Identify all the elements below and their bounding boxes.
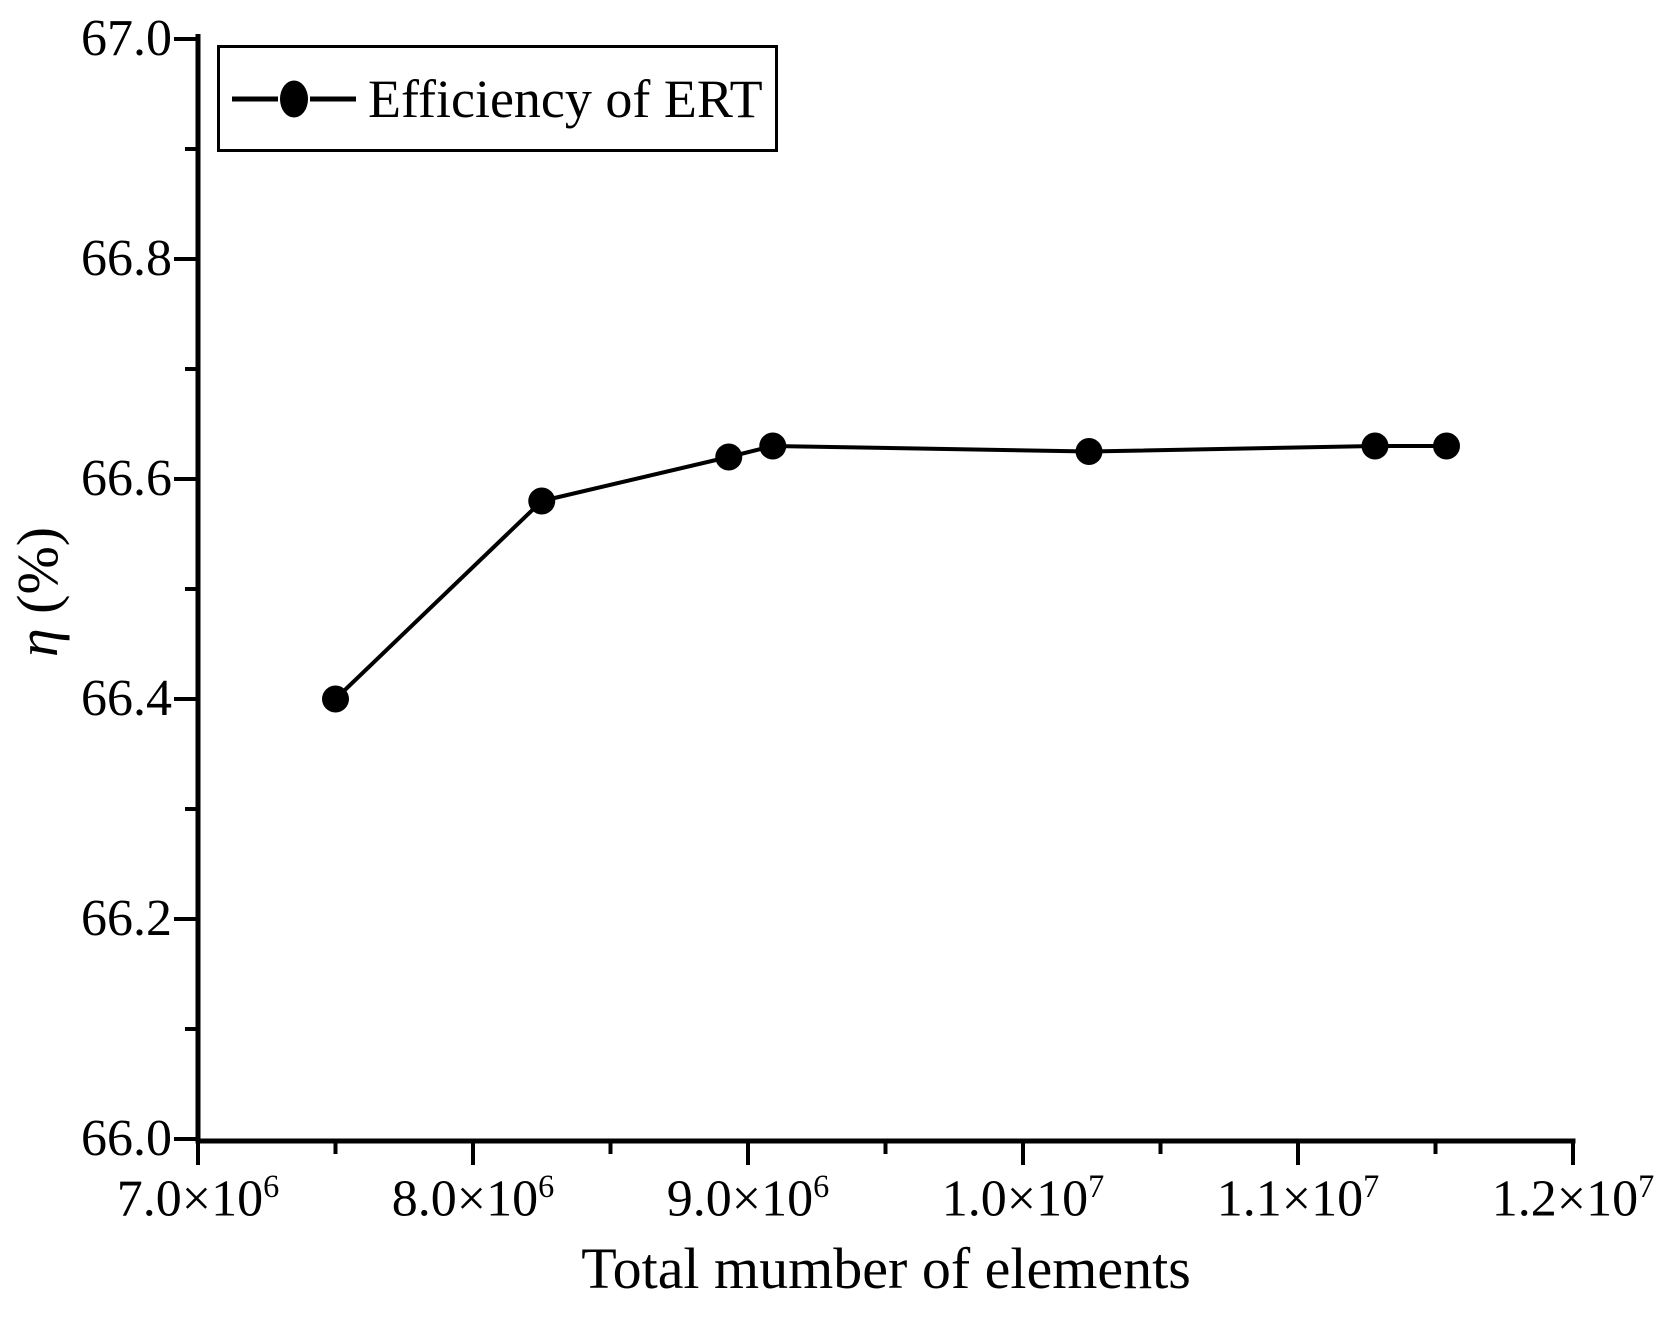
- data-point: [1075, 438, 1103, 465]
- data-point: [715, 443, 743, 471]
- data-point: [1433, 432, 1460, 460]
- y-tick-label: 66.2: [81, 890, 172, 947]
- data-point: [1361, 432, 1389, 460]
- legend-marker-icon: [232, 80, 356, 117]
- data-series-line: [334, 443, 1447, 701]
- y-axis-units: (%): [5, 526, 70, 614]
- legend-box: Efficiency of ERT: [217, 45, 778, 152]
- y-tick-label: 66.6: [81, 450, 172, 507]
- y-tick-label: 66.4: [81, 670, 172, 727]
- data-point: [759, 432, 787, 460]
- x-tick-label: 1.2×107: [1491, 1168, 1655, 1228]
- y-tick-label: 66.8: [81, 230, 172, 287]
- x-axis-title: Total mumber of elements: [581, 1236, 1191, 1301]
- y-tick-label: 66.0: [81, 1110, 172, 1167]
- y-tick-label: 67.0: [81, 10, 172, 67]
- x-tick-label: 7.0×106: [116, 1168, 280, 1228]
- y-axis-title: η (%): [5, 527, 70, 657]
- x-tick-label: 8.0×106: [391, 1168, 555, 1228]
- y-axis-symbol: η: [5, 628, 70, 658]
- legend-label: Efficiency of ERT: [368, 68, 763, 129]
- x-tick-label: 1.0×107: [941, 1168, 1105, 1228]
- x-tick-label: 1.1×107: [1216, 1168, 1380, 1228]
- data-point: [528, 487, 556, 515]
- x-tick-label: 9.0×106: [666, 1168, 830, 1228]
- data-point: [322, 685, 349, 713]
